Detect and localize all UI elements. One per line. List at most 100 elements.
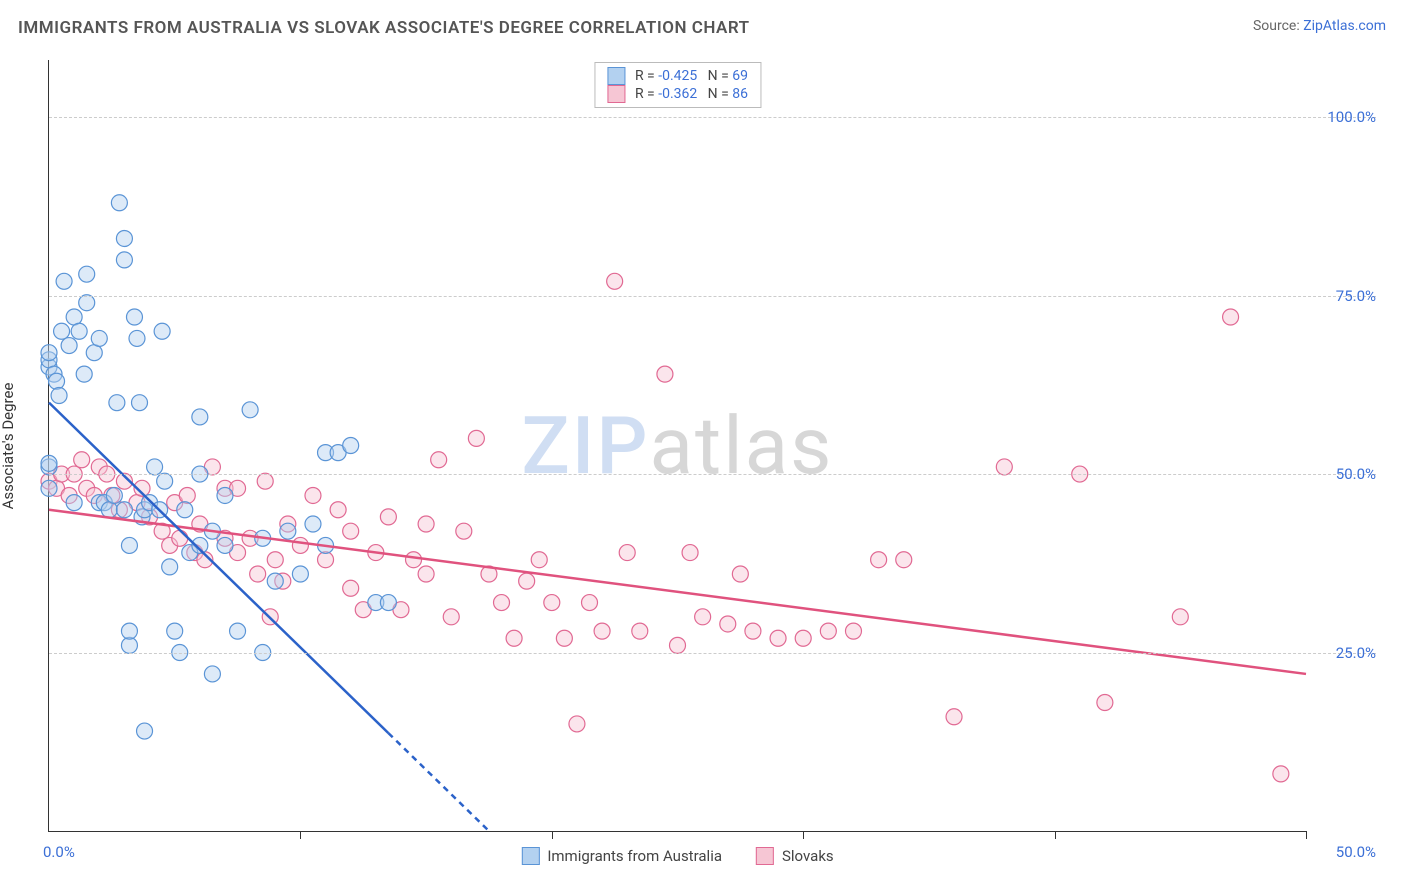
data-point [519, 573, 535, 589]
data-point [682, 545, 698, 561]
y-tick-label: 75.0% [1336, 287, 1376, 305]
x-tick [552, 831, 553, 839]
data-point [66, 495, 82, 511]
data-point [720, 616, 736, 632]
data-point [172, 530, 188, 546]
data-point [670, 637, 686, 653]
data-point [380, 509, 396, 525]
data-point [292, 537, 308, 553]
data-point [121, 623, 137, 639]
data-point [126, 309, 142, 325]
data-point [74, 452, 90, 468]
data-point [569, 716, 585, 732]
data-point [132, 395, 148, 411]
data-point [111, 195, 127, 211]
data-point [257, 473, 273, 489]
data-point [177, 502, 193, 518]
data-point [431, 452, 447, 468]
gridline [49, 653, 1376, 654]
data-point [242, 402, 258, 418]
data-point [129, 330, 145, 346]
x-tick [1055, 831, 1056, 839]
data-point [280, 523, 296, 539]
correlation-stats-box: R = -0.425 N = 69 R = -0.362 N = 86 [594, 62, 761, 108]
swatch-series-a [607, 67, 625, 85]
data-point [318, 552, 334, 568]
legend-item-a: Immigrants from Australia [521, 847, 722, 865]
legend-swatch-b [756, 847, 774, 865]
data-point [556, 630, 572, 646]
legend-label-a: Immigrants from Australia [547, 847, 722, 865]
data-point [343, 438, 359, 454]
data-point [1223, 309, 1239, 325]
data-point [343, 523, 359, 539]
data-point [896, 552, 912, 568]
data-point [946, 709, 962, 725]
data-point [217, 537, 233, 553]
data-point [109, 395, 125, 411]
data-point [267, 573, 283, 589]
data-point [41, 455, 57, 471]
data-point [54, 323, 70, 339]
data-point [770, 630, 786, 646]
data-point [619, 545, 635, 561]
data-point [250, 566, 266, 582]
data-point [91, 330, 107, 346]
x-tick [300, 831, 301, 839]
trend-line [388, 733, 489, 831]
data-point [230, 623, 246, 639]
data-point [1097, 695, 1113, 711]
data-point [732, 566, 748, 582]
data-point [147, 459, 163, 475]
data-point [56, 273, 72, 289]
data-point [406, 552, 422, 568]
stats-text-b: R = -0.362 N = 86 [635, 86, 748, 102]
gridline [49, 474, 1376, 475]
data-point [996, 459, 1012, 475]
data-point [79, 266, 95, 282]
data-point [192, 409, 208, 425]
x-tick [1306, 831, 1307, 839]
data-point [695, 609, 711, 625]
stats-row-b: R = -0.362 N = 86 [607, 85, 748, 103]
data-point [795, 630, 811, 646]
legend-label-b: Slovaks [782, 847, 834, 865]
data-point [51, 388, 67, 404]
gridline [49, 117, 1376, 118]
data-point [179, 487, 195, 503]
swatch-series-b [607, 85, 625, 103]
data-point [506, 630, 522, 646]
chart-title: IMMIGRANTS FROM AUSTRALIA VS SLOVAK ASSO… [18, 18, 750, 38]
data-point [49, 373, 65, 389]
stats-row-a: R = -0.425 N = 69 [607, 67, 748, 85]
data-point [443, 609, 459, 625]
legend-item-b: Slovaks [756, 847, 834, 865]
data-point [820, 623, 836, 639]
source-link[interactable]: ZipAtlas.com [1303, 18, 1386, 34]
data-point [76, 366, 92, 382]
data-point [162, 559, 178, 575]
data-point [116, 502, 132, 518]
y-tick-label: 25.0% [1336, 644, 1376, 662]
data-point [101, 502, 117, 518]
data-point [79, 295, 95, 311]
data-point [305, 516, 321, 532]
data-point [607, 273, 623, 289]
y-axis-label: Associate's Degree [0, 383, 17, 510]
data-point [157, 473, 173, 489]
x-axis-min-label: 0.0% [43, 843, 75, 861]
gridline [49, 296, 1376, 297]
data-point [330, 502, 346, 518]
data-point [106, 487, 122, 503]
data-point [845, 623, 861, 639]
data-point [494, 595, 510, 611]
legend-swatch-a [521, 847, 539, 865]
source-prefix: Source: [1253, 18, 1303, 34]
data-point [745, 623, 761, 639]
data-point [217, 487, 233, 503]
data-point [121, 537, 137, 553]
data-point [116, 252, 132, 268]
data-point [116, 230, 132, 246]
source-attribution: Source: ZipAtlas.com [1253, 18, 1386, 34]
data-point [418, 566, 434, 582]
